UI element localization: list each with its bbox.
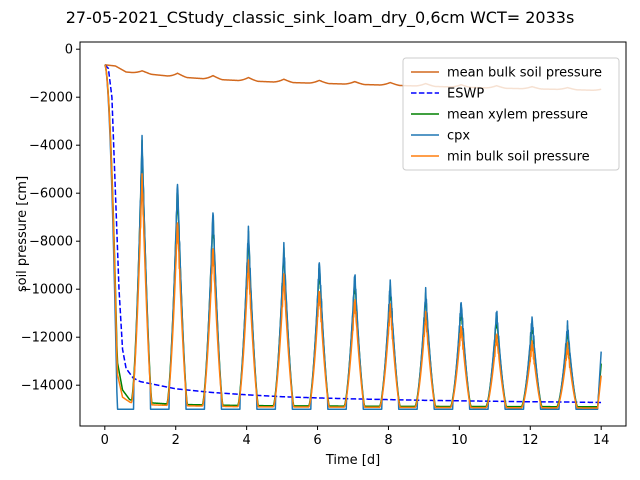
x-tick-label: 12 (522, 433, 539, 448)
y-tick-label: −8000 (29, 235, 73, 250)
x-tick-label: 8 (384, 433, 392, 448)
chart-title: 27-05-2021_CStudy_classic_sink_loam_dry_… (66, 8, 575, 28)
y-tick-label: −2000 (29, 91, 73, 106)
x-tick-label: 10 (451, 433, 468, 448)
x-axis-label: Time [d] (325, 453, 380, 468)
y-tick-label: −12000 (21, 331, 73, 346)
legend: mean bulk soil pressure ESWP mean xylem pr… (402, 57, 620, 171)
x-tick-label: 0 (101, 433, 109, 448)
y-tick-label: −6000 (29, 187, 73, 202)
legend-entry-label: min bulk soil pressure (447, 150, 590, 165)
legend-box (402, 57, 620, 171)
y-tick-label: −4000 (29, 139, 73, 154)
series-line-eswp (104, 64, 602, 404)
x-tick-label: 4 (242, 433, 250, 448)
axis-ticks: 0 2 4 6 8 10 12 14 0 −2000 −4000 −6000 −8000 −10000 −1… (21, 43, 610, 448)
legend-entry-label: mean xylem pressure (447, 108, 588, 123)
y-tick-label: −10000 (21, 283, 73, 298)
y-tick-label: −14000 (21, 379, 73, 394)
axes-frame (79, 41, 627, 427)
y-axis-label: soil pressure [cm] (15, 176, 30, 292)
legend-entry-label: cpx (447, 129, 470, 144)
series-line-cpx (104, 64, 602, 410)
x-tick-label: 6 (313, 433, 321, 448)
legend-entry-label: ESWP (447, 87, 484, 102)
series-line-min-bulk-soil-pressure (104, 64, 602, 409)
x-tick-label: 14 (593, 433, 610, 448)
x-tick-label: 2 (172, 433, 180, 448)
y-tick-label: 0 (65, 43, 73, 58)
legend-entry-label: mean bulk soil pressure (447, 66, 602, 81)
